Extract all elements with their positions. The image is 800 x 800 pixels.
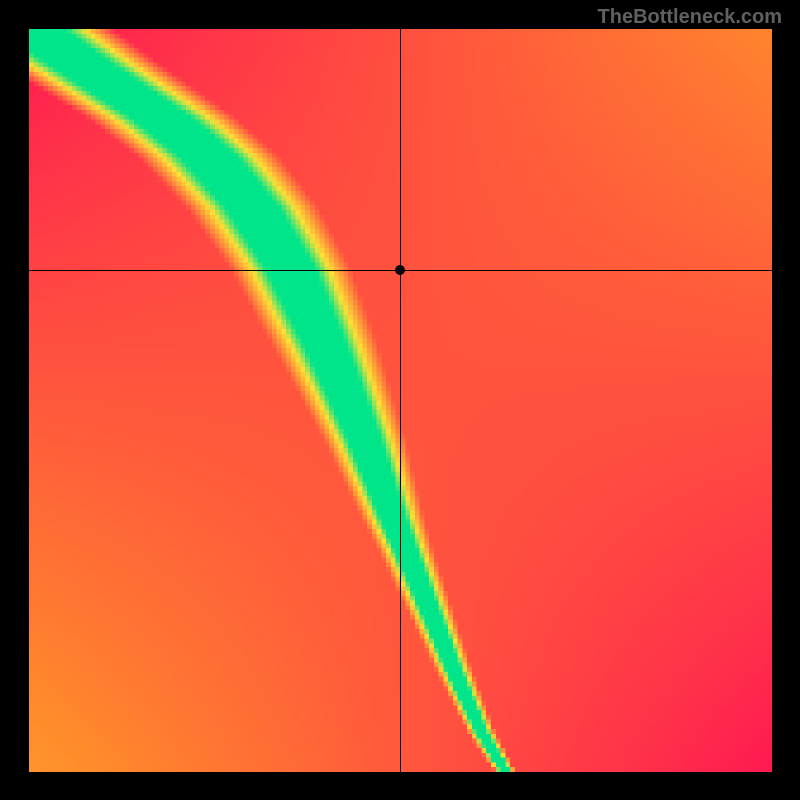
crosshair-marker: [395, 265, 405, 275]
chart-container: TheBottleneck.com: [0, 0, 800, 800]
heatmap-plot: [29, 29, 772, 772]
watermark-text: TheBottleneck.com: [598, 6, 782, 29]
crosshair-vertical: [400, 29, 401, 772]
